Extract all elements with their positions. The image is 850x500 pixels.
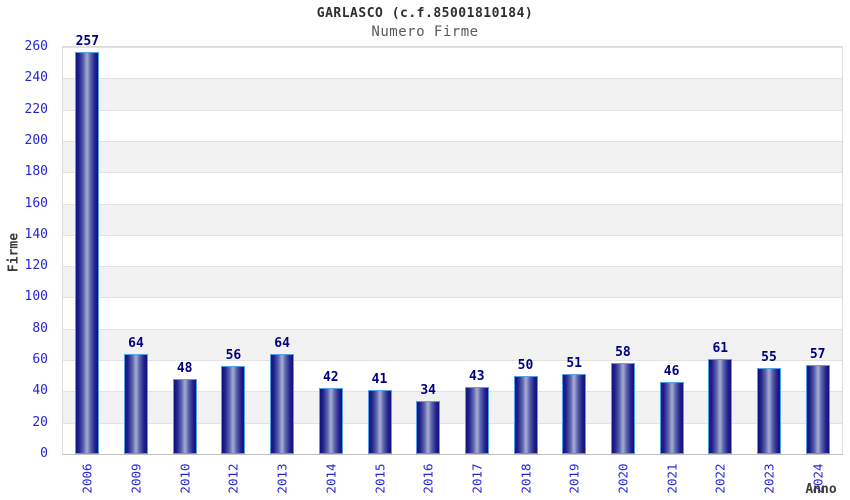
plot-band <box>63 78 842 110</box>
bar-value-label: 64 <box>274 335 290 351</box>
x-tick-label: 2009 <box>128 463 144 494</box>
y-tick-label: 220 <box>24 101 48 117</box>
chart-subtitle: Numero Firme <box>371 24 479 40</box>
gridline <box>63 203 842 205</box>
x-axis-title: Anno <box>805 482 837 497</box>
plot-area: 257 64 48 56 64 42 41 34 43 50 51 58 46 61 55 57 <box>62 34 843 455</box>
bar-value-label: 257 <box>75 33 100 49</box>
x-tick-label: 2016 <box>420 463 436 494</box>
bar-2009 <box>124 353 148 454</box>
bar-value-label: 43 <box>468 368 485 384</box>
y-tick-label: 240 <box>24 70 48 86</box>
bar-2015 <box>367 389 392 454</box>
bar-2021 <box>659 382 684 454</box>
gridline <box>63 422 842 424</box>
x-tick-label: 2015 <box>372 463 387 494</box>
y-tick-label: 80 <box>32 320 48 336</box>
bar-2010 <box>172 378 197 454</box>
bar-2018 <box>513 375 538 454</box>
x-tick-label: 2022 <box>712 463 728 494</box>
bar-value-label: 41 <box>371 371 388 387</box>
x-tick-label: 2012 <box>225 463 241 494</box>
bar-value-label: 48 <box>176 360 193 376</box>
x-tick-label: 2014 <box>323 463 339 494</box>
plot-band <box>63 266 842 298</box>
bar-value-label: 61 <box>712 340 729 356</box>
y-tick-label: 200 <box>24 132 48 148</box>
gridline <box>63 297 842 299</box>
gridline <box>63 78 842 80</box>
x-tick-label: 2019 <box>566 463 582 494</box>
bar-value-label: 46 <box>663 364 680 379</box>
bar-value-label: 50 <box>517 357 534 373</box>
y-tick-label: 40 <box>32 383 48 399</box>
plot-band <box>63 234 842 267</box>
y-tick-label: 100 <box>24 289 48 305</box>
x-tick-label: 2010 <box>177 463 193 494</box>
bar-2017 <box>464 386 489 454</box>
bar-2013 <box>270 353 295 454</box>
y-tick-label: 20 <box>32 414 48 430</box>
plot-band <box>63 328 842 361</box>
gridline <box>63 47 842 48</box>
bar-2024 <box>805 364 830 454</box>
bar-value-label: 57 <box>809 346 826 362</box>
y-axis-title: Firme <box>6 232 22 273</box>
y-tick-label: 120 <box>24 258 48 274</box>
bar-value-label: 34 <box>420 382 437 398</box>
bar-2019 <box>562 374 587 454</box>
plot-band <box>63 297 842 329</box>
x-tick-label: 2018 <box>518 463 533 494</box>
y-tick-label: 260 <box>24 39 48 54</box>
gridline <box>63 140 842 142</box>
plot-band <box>63 203 842 235</box>
bar-2006 <box>75 51 100 454</box>
gridline <box>63 172 842 174</box>
gridline <box>63 234 842 236</box>
gridline <box>63 391 842 393</box>
gridline <box>63 360 842 362</box>
y-tick-label: 140 <box>24 226 48 242</box>
plot-band <box>63 140 842 173</box>
x-tick-label: 2020 <box>615 463 631 494</box>
plot-band <box>63 47 842 79</box>
bar-2012 <box>221 366 246 454</box>
bar-value-label: 58 <box>615 345 631 361</box>
x-tick-label: 2021 <box>664 463 680 494</box>
bar-2023 <box>757 367 781 454</box>
plot-band <box>63 109 842 141</box>
bar-value-label: 64 <box>128 335 144 351</box>
gridline <box>63 266 842 268</box>
page-title: GARLASCO (c.f.85001810184) <box>316 6 534 21</box>
y-tick-label: 0 <box>40 446 48 461</box>
y-tick-label: 160 <box>24 195 48 211</box>
bar-2014 <box>318 388 343 454</box>
x-tick-label: 2017 <box>469 463 485 494</box>
y-tick-label: 60 <box>32 352 48 368</box>
x-tick-label: 2006 <box>79 463 95 494</box>
plot-band <box>63 172 842 204</box>
bar-value-label: 55 <box>761 349 777 365</box>
x-tick-label: 2013 <box>274 463 290 494</box>
bar-2020 <box>610 363 635 454</box>
gridline <box>63 109 842 111</box>
y-tick-label: 180 <box>24 164 48 180</box>
bar-value-label: 56 <box>225 348 242 364</box>
x-tick-label: 2023 <box>761 463 777 494</box>
bar-2016 <box>416 400 441 454</box>
bar-value-label: 42 <box>322 370 339 386</box>
bar-2022 <box>708 358 733 454</box>
bar-value-label: 51 <box>566 356 583 372</box>
gridline <box>63 328 842 330</box>
